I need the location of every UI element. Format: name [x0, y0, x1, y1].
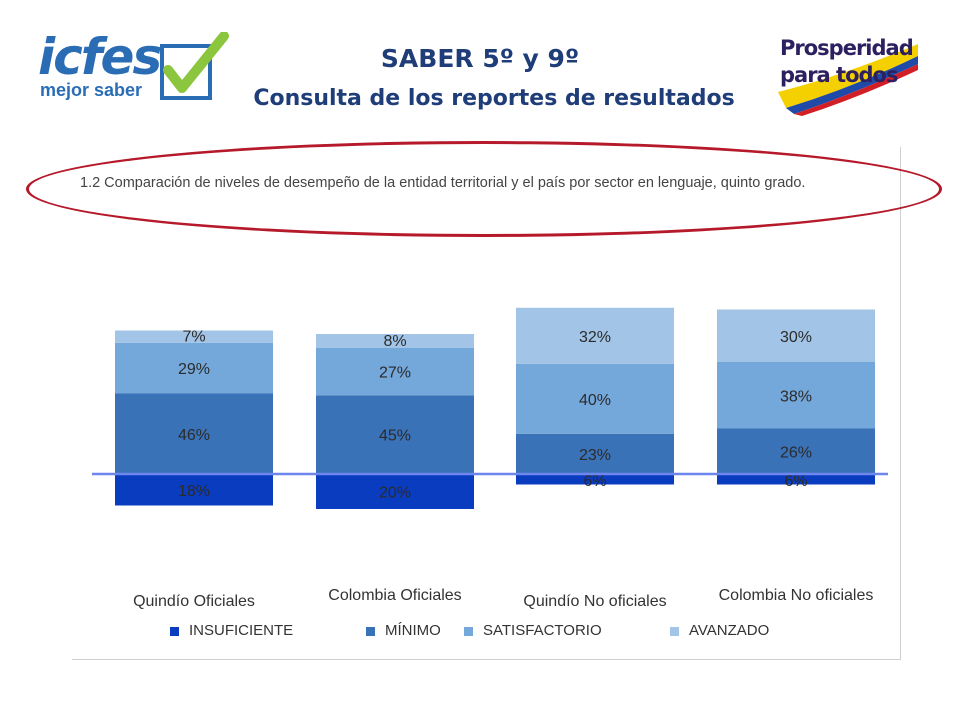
- value-label-quindio-oficiales-satisfactorio: 29%: [178, 361, 210, 378]
- bar-quindio-oficiales-satisfactorio: [115, 342, 273, 394]
- category-label-colombia-oficiales: Colombia Oficiales: [328, 587, 461, 604]
- icfes-tagline: mejor saber: [40, 80, 143, 100]
- legend-item-satisfactorio: SATISFACTORIO: [464, 622, 602, 639]
- bar-quindio-oficiales-minimo: [115, 393, 273, 474]
- legend-item-minimo: MÍNIMO: [366, 622, 441, 639]
- value-label-colombia-no-oficiales-avanzado: 30%: [780, 329, 812, 346]
- bar-quindio-oficiales-avanzado: [115, 330, 273, 343]
- bar-colombia-oficiales-satisfactorio: [316, 348, 474, 396]
- value-label-quindio-oficiales-minimo: 46%: [178, 427, 210, 444]
- value-label-colombia-no-oficiales-insuficiente: 6%: [784, 473, 807, 490]
- category-label-quindio-no-oficiales: Quindío No oficiales: [523, 593, 666, 610]
- page-title: SABER 5º y 9º: [380, 44, 580, 73]
- logo-line-1: Prosperidad: [780, 36, 914, 60]
- category-label-colombia-no-oficiales: Colombia No oficiales: [719, 587, 874, 604]
- value-label-colombia-no-oficiales-minimo: 26%: [780, 444, 812, 461]
- bar-colombia-no-oficiales-minimo: [717, 428, 875, 474]
- bar-quindio-no-oficiales-insuficiente: [516, 474, 674, 485]
- bar-colombia-oficiales-minimo: [316, 395, 474, 474]
- value-label-colombia-no-oficiales-satisfactorio: 38%: [780, 388, 812, 405]
- bar-colombia-no-oficiales-insuficiente: [717, 474, 875, 485]
- legend-item-insuficiente: INSUFICIENTE: [170, 622, 293, 639]
- highlight-oval: [26, 141, 942, 237]
- value-label-colombia-oficiales-minimo: 45%: [379, 428, 411, 445]
- bar-quindio-no-oficiales-avanzado: [516, 307, 674, 364]
- chart-legend: INSUFICIENTE MÍNIMO SATISFACTORIO AVANZA…: [170, 622, 870, 644]
- legend-label-insuficiente: INSUFICIENTE: [189, 622, 294, 639]
- bar-colombia-no-oficiales-avanzado: [717, 309, 875, 362]
- checkmark-icon: [160, 32, 229, 100]
- legend-item-avanzado: AVANZADO: [670, 622, 769, 639]
- page-subtitle: Consulta de los reportes de resultados: [253, 86, 735, 111]
- value-label-quindio-no-oficiales-minimo: 23%: [579, 447, 611, 464]
- bar-quindio-no-oficiales-minimo: [516, 433, 674, 474]
- value-label-colombia-oficiales-avanzado: 8%: [383, 333, 406, 350]
- logo-line-2: para todos: [780, 63, 898, 87]
- value-label-colombia-oficiales-insuficiente: 20%: [379, 485, 411, 502]
- category-label-quindio-oficiales: Quindío Oficiales: [133, 593, 255, 610]
- bar-quindio-no-oficiales-satisfactorio: [516, 363, 674, 434]
- legend-swatch-avanzado: [670, 626, 679, 636]
- bar-colombia-oficiales-insuficiente: [316, 474, 474, 509]
- icfes-logo-text: icfes: [38, 28, 162, 86]
- legend-swatch-satisfactorio: [464, 626, 473, 636]
- value-label-quindio-no-oficiales-avanzado: 32%: [579, 329, 611, 346]
- prosperidad-logo: Prosperidad para todos: [772, 30, 922, 116]
- value-label-quindio-oficiales-insuficiente: 18%: [178, 483, 210, 500]
- legend-label-minimo: MÍNIMO: [385, 622, 441, 639]
- legend-swatch-minimo: [366, 626, 375, 636]
- legend-label-satisfactorio: SATISFACTORIO: [483, 622, 602, 639]
- value-label-colombia-oficiales-satisfactorio: 27%: [379, 365, 411, 382]
- value-label-quindio-oficiales-avanzado: 7%: [182, 329, 205, 346]
- value-label-quindio-no-oficiales-satisfactorio: 40%: [579, 392, 611, 409]
- legend-label-avanzado: AVANZADO: [689, 622, 770, 639]
- flag-swoosh-icon: [778, 44, 918, 116]
- legend-swatch-insuficiente: [170, 626, 179, 636]
- bar-colombia-oficiales-avanzado: [316, 334, 474, 348]
- bar-quindio-oficiales-insuficiente: [115, 474, 273, 506]
- value-label-quindio-no-oficiales-insuficiente: 6%: [583, 473, 606, 490]
- icfes-logo: icfes mejor saber: [38, 28, 238, 108]
- bar-colombia-no-oficiales-satisfactorio: [717, 362, 875, 429]
